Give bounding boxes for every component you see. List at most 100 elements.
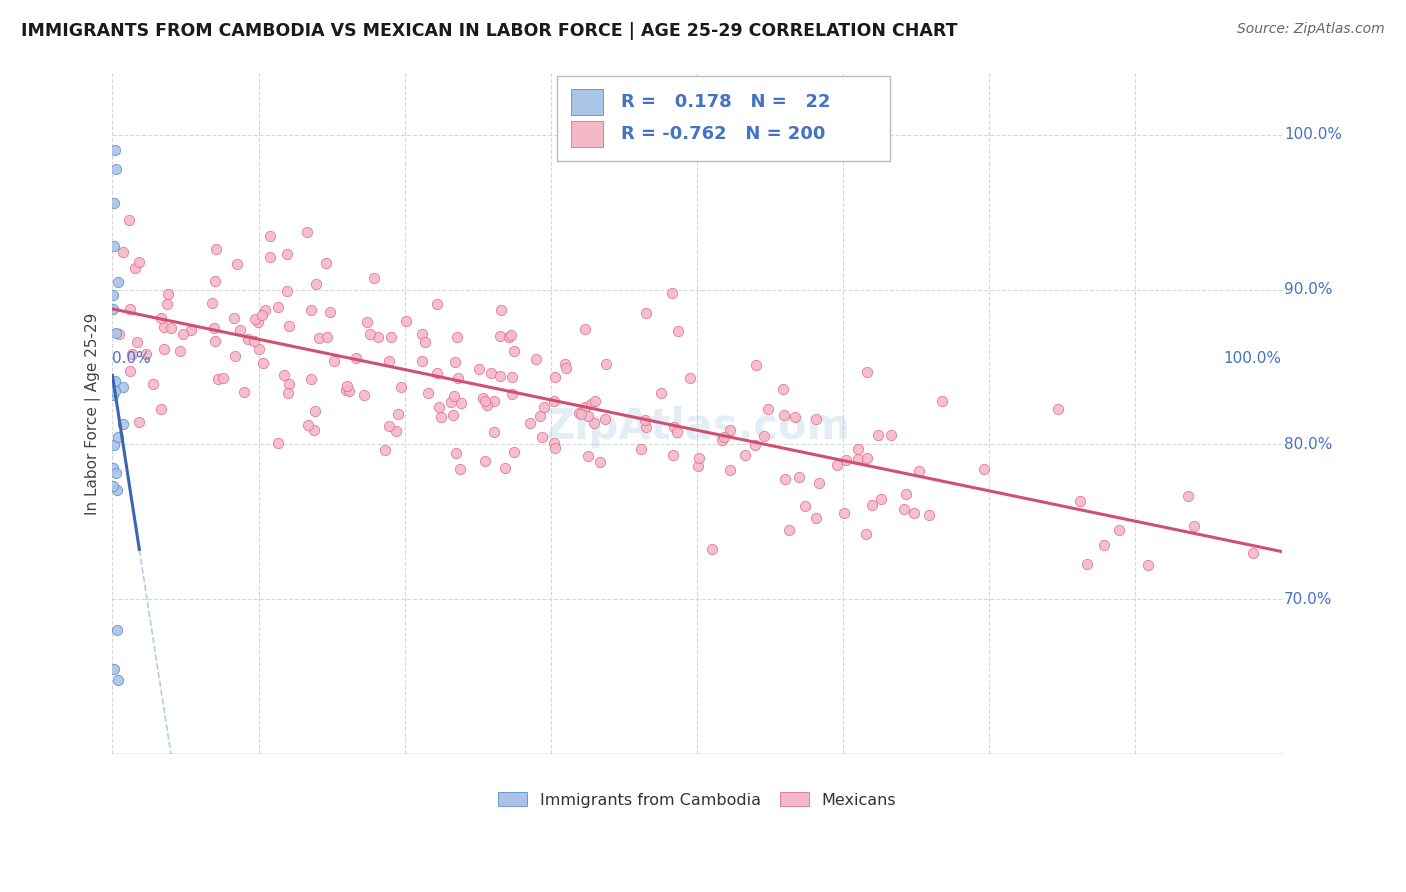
Point	[150, 310, 173, 325]
Point	[411, 326, 433, 341]
Point	[630, 442, 652, 456]
Point	[128, 415, 150, 429]
Point	[778, 523, 800, 537]
Point	[471, 391, 494, 405]
Point	[679, 370, 702, 384]
Point	[276, 247, 298, 261]
Point	[156, 297, 179, 311]
Point	[385, 424, 408, 438]
Point	[319, 305, 342, 319]
Point	[526, 351, 548, 366]
Point	[389, 380, 412, 394]
Point	[121, 347, 143, 361]
Point	[273, 368, 295, 383]
Point	[593, 412, 616, 426]
Point	[395, 314, 418, 328]
Point	[543, 394, 565, 409]
Y-axis label: In Labor Force | Age 25-29: In Labor Force | Age 25-29	[86, 312, 101, 515]
Point	[149, 401, 172, 416]
Point	[250, 308, 273, 322]
Point	[252, 356, 274, 370]
Point	[443, 389, 465, 403]
Point	[533, 400, 555, 414]
Point	[378, 419, 401, 434]
Point	[418, 385, 440, 400]
Point	[918, 508, 941, 522]
Point	[299, 372, 322, 386]
Point	[745, 358, 768, 372]
Point	[108, 326, 131, 341]
Point	[869, 492, 891, 507]
Text: 90.0%: 90.0%	[1284, 282, 1333, 297]
Point	[104, 326, 127, 340]
Point	[247, 343, 270, 357]
Point	[125, 334, 148, 349]
Point	[846, 442, 869, 457]
Point	[804, 510, 827, 524]
Point	[297, 225, 319, 239]
Point	[773, 472, 796, 486]
Point	[529, 409, 551, 424]
Text: R = -0.762   N = 200: R = -0.762 N = 200	[621, 125, 825, 144]
Point	[323, 354, 346, 368]
Point	[446, 370, 468, 384]
Point	[554, 357, 576, 371]
Point	[503, 445, 526, 459]
Point	[713, 430, 735, 444]
Point	[1177, 489, 1199, 503]
Point	[169, 344, 191, 359]
Point	[744, 438, 766, 452]
Point	[101, 301, 124, 316]
Point	[101, 461, 124, 475]
Point	[574, 321, 596, 335]
Point	[120, 302, 142, 317]
Point	[574, 401, 596, 415]
Text: IMMIGRANTS FROM CAMBODIA VS MEXICAN IN LABOR FORCE | AGE 25-29 CORRELATION CHART: IMMIGRANTS FROM CAMBODIA VS MEXICAN IN L…	[21, 22, 957, 40]
Text: ZipAtlas.com: ZipAtlas.com	[544, 406, 851, 448]
Point	[172, 327, 194, 342]
Point	[243, 334, 266, 348]
Point	[482, 425, 505, 439]
Point	[856, 451, 879, 466]
Point	[254, 302, 277, 317]
Point	[207, 372, 229, 386]
Point	[576, 450, 599, 464]
Point	[860, 498, 883, 512]
Point	[501, 369, 523, 384]
Point	[118, 364, 141, 378]
Point	[236, 332, 259, 346]
Point	[135, 346, 157, 360]
Text: 70.0%: 70.0%	[1284, 591, 1333, 607]
Point	[204, 274, 226, 288]
FancyBboxPatch shape	[571, 89, 603, 115]
Point	[636, 420, 658, 434]
Point	[222, 311, 245, 326]
Point	[650, 385, 672, 400]
Point	[666, 324, 689, 338]
Point	[359, 326, 381, 341]
Point	[104, 384, 127, 398]
Point	[297, 417, 319, 432]
Point	[103, 662, 125, 676]
Point	[581, 397, 603, 411]
Point	[494, 461, 516, 475]
Point	[583, 417, 606, 431]
Point	[772, 382, 794, 396]
Point	[316, 330, 339, 344]
Point	[118, 212, 141, 227]
Point	[499, 327, 522, 342]
Point	[411, 354, 433, 368]
Point	[785, 410, 807, 425]
Legend: Immigrants from Cambodia, Mexicans: Immigrants from Cambodia, Mexicans	[492, 786, 903, 814]
Point	[107, 275, 129, 289]
Point	[105, 466, 128, 480]
Point	[305, 277, 328, 291]
Point	[1092, 538, 1115, 552]
Point	[124, 261, 146, 276]
Point	[356, 315, 378, 329]
Point	[896, 487, 918, 501]
Point	[583, 393, 606, 408]
Point	[233, 384, 256, 399]
Point	[832, 506, 855, 520]
Point	[710, 433, 733, 447]
